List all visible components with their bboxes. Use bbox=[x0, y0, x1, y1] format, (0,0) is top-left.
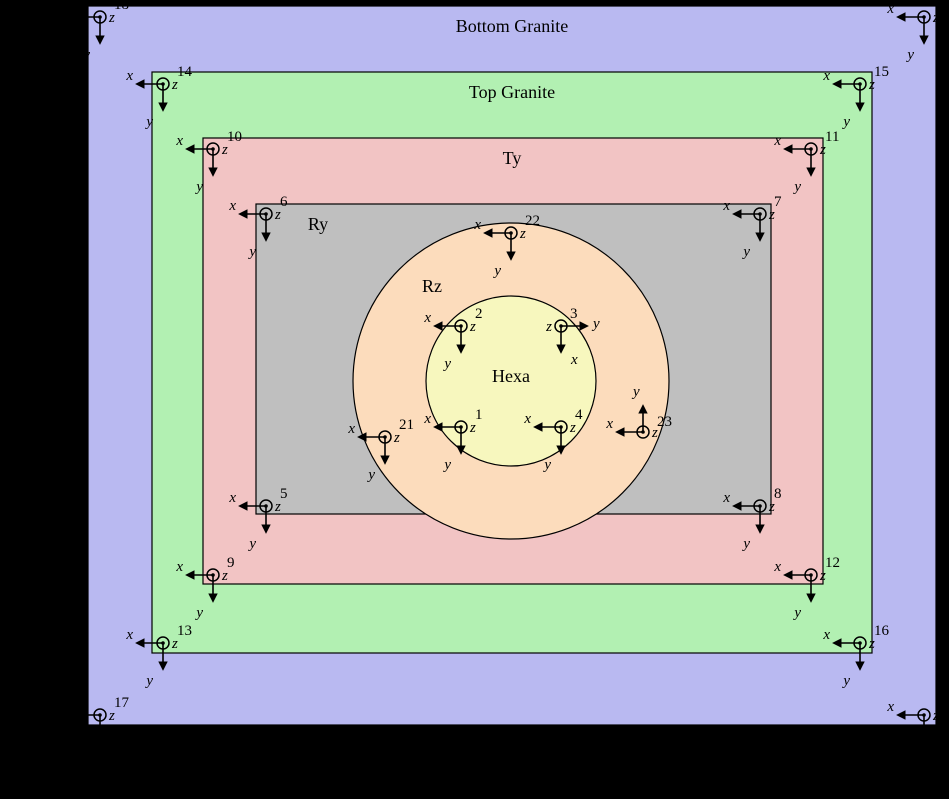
frame-5-id: 5 bbox=[280, 486, 288, 502]
frame-9-x-label: x bbox=[175, 559, 183, 575]
frame-21-id: 21 bbox=[399, 417, 414, 433]
frame-4-y-label: y bbox=[542, 457, 551, 473]
frame-13-id: 13 bbox=[177, 623, 192, 639]
frame-11-x-label: x bbox=[773, 133, 781, 149]
frame-9-id: 9 bbox=[227, 555, 235, 571]
frame-20-y-label: y bbox=[905, 745, 914, 761]
frame-8-id: 8 bbox=[774, 486, 782, 502]
region-label-ty: Ty bbox=[503, 148, 522, 168]
frame-21-y-label: y bbox=[366, 467, 375, 483]
frame-3-y-label: y bbox=[591, 316, 600, 332]
frame-11-y-label: y bbox=[792, 179, 801, 195]
frame-18-x-label: x bbox=[62, 1, 70, 17]
frame-5-x-label: x bbox=[228, 490, 236, 506]
region-label-top-granite: Top Granite bbox=[469, 82, 555, 102]
frame-3-x-label: x bbox=[570, 352, 578, 368]
frame-15-id: 15 bbox=[874, 64, 889, 80]
frame-15-y-label: y bbox=[841, 114, 850, 130]
region-label-rz: Rz bbox=[422, 276, 442, 296]
region-label-bottom-granite: Bottom Granite bbox=[456, 16, 568, 36]
frame-1-x-label: x bbox=[423, 411, 431, 427]
frame-14-x-label: x bbox=[125, 68, 133, 84]
frame-4-id: 4 bbox=[575, 407, 583, 423]
diagram-canvas: Bottom Granite Top Granite Ty Ry Rz Hexa x y z 1 x… bbox=[0, 0, 949, 799]
frame-20-x-label: x bbox=[886, 699, 894, 715]
frame-22-x-label: x bbox=[473, 217, 481, 233]
frame-1-id: 1 bbox=[475, 407, 483, 423]
frame-13-y-label: y bbox=[144, 673, 153, 689]
frame-11-id: 11 bbox=[825, 129, 839, 145]
frame-23-y-label: y bbox=[631, 384, 640, 400]
frame-7-y-label: y bbox=[741, 244, 750, 260]
frame-10-id: 10 bbox=[227, 129, 242, 145]
frame-5-y-label: y bbox=[247, 536, 256, 552]
frame-19-x-label: x bbox=[886, 1, 894, 17]
frame-6-id: 6 bbox=[280, 194, 288, 210]
frame-2-y-label: y bbox=[442, 356, 451, 372]
frame-17-x-label: x bbox=[62, 699, 70, 715]
frame-23-id: 23 bbox=[657, 414, 672, 430]
frame-10-x-label: x bbox=[175, 133, 183, 149]
frame-6-x-label: x bbox=[228, 198, 236, 214]
frame-22-id: 22 bbox=[525, 213, 540, 229]
frame-8-y-label: y bbox=[741, 536, 750, 552]
frame-7-id: 7 bbox=[774, 194, 782, 210]
frame-15-x-label: x bbox=[822, 68, 830, 84]
frame-23-x-label: x bbox=[605, 416, 613, 432]
frame-20-id: 20 bbox=[938, 695, 949, 711]
frame-4-x-label: x bbox=[523, 411, 531, 427]
frame-22-y-label: y bbox=[492, 263, 501, 279]
frame-9-y-label: y bbox=[194, 605, 203, 621]
frame-12-y-label: y bbox=[792, 605, 801, 621]
frame-21-x-label: x bbox=[347, 421, 355, 437]
frame-14-id: 14 bbox=[177, 64, 193, 80]
frame-3-z-label: z bbox=[545, 319, 552, 335]
frame-14-y-label: y bbox=[144, 114, 153, 130]
frame-6-y-label: y bbox=[247, 244, 256, 260]
frame-2-x-label: x bbox=[423, 310, 431, 326]
frame-19-id: 19 bbox=[938, 0, 949, 13]
frame-12-x-label: x bbox=[773, 559, 781, 575]
region-label-hexa: Hexa bbox=[492, 366, 530, 386]
frame-18-y-label: y bbox=[81, 47, 90, 63]
frame-8-x-label: x bbox=[722, 490, 730, 506]
region-label-ry: Ry bbox=[308, 214, 328, 234]
frame-13-x-label: x bbox=[125, 627, 133, 643]
frame-12-id: 12 bbox=[825, 555, 840, 571]
frame-10-y-label: y bbox=[194, 179, 203, 195]
frame-17-y-label: y bbox=[81, 745, 90, 761]
frame-1-y-label: y bbox=[442, 457, 451, 473]
frame-16-id: 16 bbox=[874, 623, 890, 639]
frame-17-id: 17 bbox=[114, 695, 130, 711]
frame-16-y-label: y bbox=[841, 673, 850, 689]
frame-19-y-label: y bbox=[905, 47, 914, 63]
frame-7-x-label: x bbox=[722, 198, 730, 214]
frame-18-id: 18 bbox=[114, 0, 129, 13]
frame-3-id: 3 bbox=[570, 306, 578, 322]
frame-16-x-label: x bbox=[822, 627, 830, 643]
frame-2-id: 2 bbox=[475, 306, 483, 322]
